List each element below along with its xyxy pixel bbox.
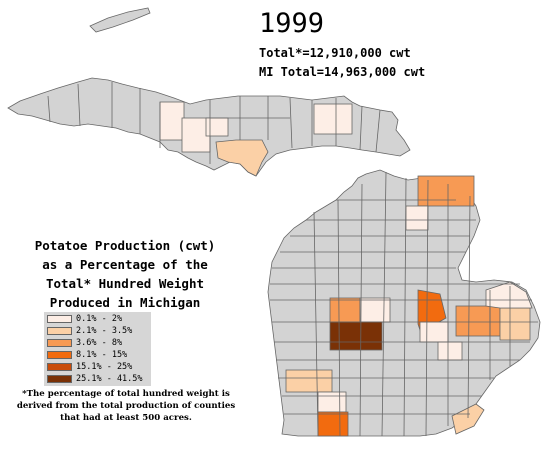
clp-county-west xyxy=(329,297,361,323)
up-county-lines xyxy=(47,82,381,164)
clp-county-center xyxy=(359,297,391,323)
thumb-county-a xyxy=(455,305,491,337)
legend-title-line: Produced in Michigan xyxy=(49,295,201,310)
lp-county-lines xyxy=(270,171,538,437)
legend-swatch xyxy=(47,351,72,359)
legend-label: 0.1% - 2% xyxy=(76,314,123,324)
slp-county-south-border-b xyxy=(317,411,349,437)
legend-label: 2.1% - 3.5% xyxy=(76,326,133,336)
legend-label: 25.1% - 41.5% xyxy=(76,374,143,384)
upper-peninsula xyxy=(7,7,411,177)
slp-county-south-central xyxy=(437,341,463,361)
map-year-title: 1999 xyxy=(259,8,325,39)
legend-item: 15.1% - 25% xyxy=(47,362,132,372)
footnote: *The percentage of total hundred weight … xyxy=(16,389,236,423)
legend-item: 3.6% - 8% xyxy=(47,338,122,348)
up-county-central-b xyxy=(181,117,211,153)
lower-peninsula xyxy=(267,169,541,437)
legend-title-line: as a Percentage of the xyxy=(42,257,208,272)
legend-title-line: Total* Hundred Weight xyxy=(45,276,205,291)
legend-swatch xyxy=(47,375,72,383)
legend-item: 25.1% - 41.5% xyxy=(47,374,143,384)
nlp-county-northeast xyxy=(417,175,475,207)
thumb-tip xyxy=(485,281,533,309)
up-county-east xyxy=(313,103,353,135)
legend-item: 2.1% - 3.5% xyxy=(47,326,132,336)
mi-total-production-label: MI Total=14,963,000 cwt xyxy=(259,65,426,79)
legend-item: 8.1% - 15% xyxy=(47,350,127,360)
legend-box: 0.1% - 2% 2.1% - 3.5% 3.6% - 8% 8.1% - 1… xyxy=(44,312,151,386)
legend-label: 3.6% - 8% xyxy=(76,338,123,348)
clp-county-large xyxy=(329,321,383,351)
up-county-central-a xyxy=(159,101,185,141)
slp-county-southeast xyxy=(451,403,485,435)
nlp-county-north-central xyxy=(405,205,429,231)
legend-label: 15.1% - 25% xyxy=(76,362,133,372)
thumb-county-b xyxy=(489,305,501,337)
thumb-county-east xyxy=(499,307,531,341)
legend-title-line: Potatoe Production (cwt) xyxy=(34,238,216,253)
lower-peninsula-landmass xyxy=(267,169,541,437)
legend-swatch xyxy=(47,363,72,371)
up-county-central-c xyxy=(205,117,229,137)
total-production-label: Total*=12,910,000 cwt xyxy=(259,46,411,60)
legend-item: 0.1% - 2% xyxy=(47,314,122,324)
slp-county-south-border-a xyxy=(317,391,347,413)
legend-swatch xyxy=(47,339,72,347)
legend-swatch xyxy=(47,315,72,323)
keweenaw-peninsula xyxy=(89,7,151,33)
up-county-south xyxy=(215,139,269,177)
slp-county-southwest xyxy=(285,369,333,393)
legend-swatch xyxy=(47,327,72,335)
legend-title: Potatoe Production (cwt) as a Percentage… xyxy=(6,236,244,312)
clp-county-south-central xyxy=(419,321,449,343)
legend-label: 8.1% - 15% xyxy=(76,350,128,360)
